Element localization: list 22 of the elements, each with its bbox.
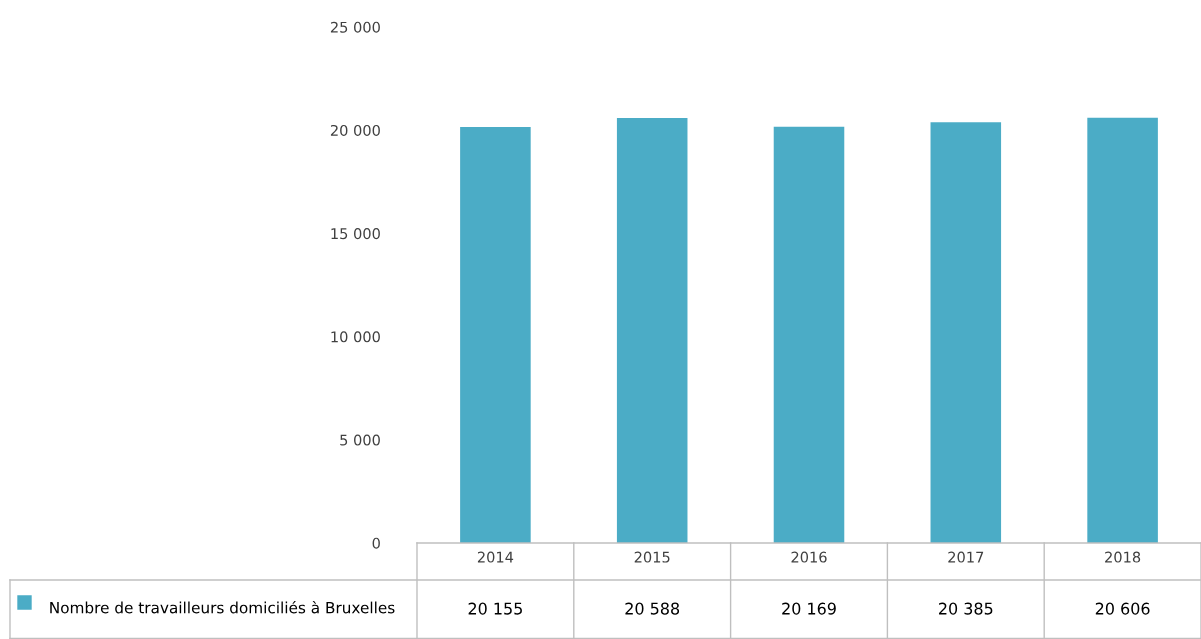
data-label: 20 385 [939, 602, 993, 615]
x-tick-label: 2015 [634, 551, 670, 563]
y-tick-label: 5 000 [340, 434, 380, 446]
y-tick-label: 10 000 [331, 331, 380, 343]
x-tick-label: 2017 [948, 551, 984, 563]
bar [930, 122, 1002, 543]
y-tick-label: 20 000 [330, 124, 380, 136]
x-tick-label: 2016 [791, 551, 827, 563]
y-tick-label: 25 000 [330, 21, 380, 33]
y-tick-label: 0 [372, 537, 380, 549]
legend-label: Nombre de travailleurs domiciliés à Bruxelles [50, 601, 395, 614]
x-tick-label: 2018 [1105, 551, 1141, 563]
bar [460, 127, 531, 543]
bar [773, 126, 845, 543]
bar [616, 118, 688, 543]
data-label: 20 606 [1095, 602, 1150, 615]
y-tick-label: 15 000 [331, 228, 380, 240]
bar [1087, 117, 1158, 543]
data-label: 20 155 [468, 602, 522, 615]
data-label: 20 588 [625, 602, 680, 615]
data-label: 20 169 [782, 602, 836, 615]
x-tick-label: 2014 [477, 551, 514, 563]
